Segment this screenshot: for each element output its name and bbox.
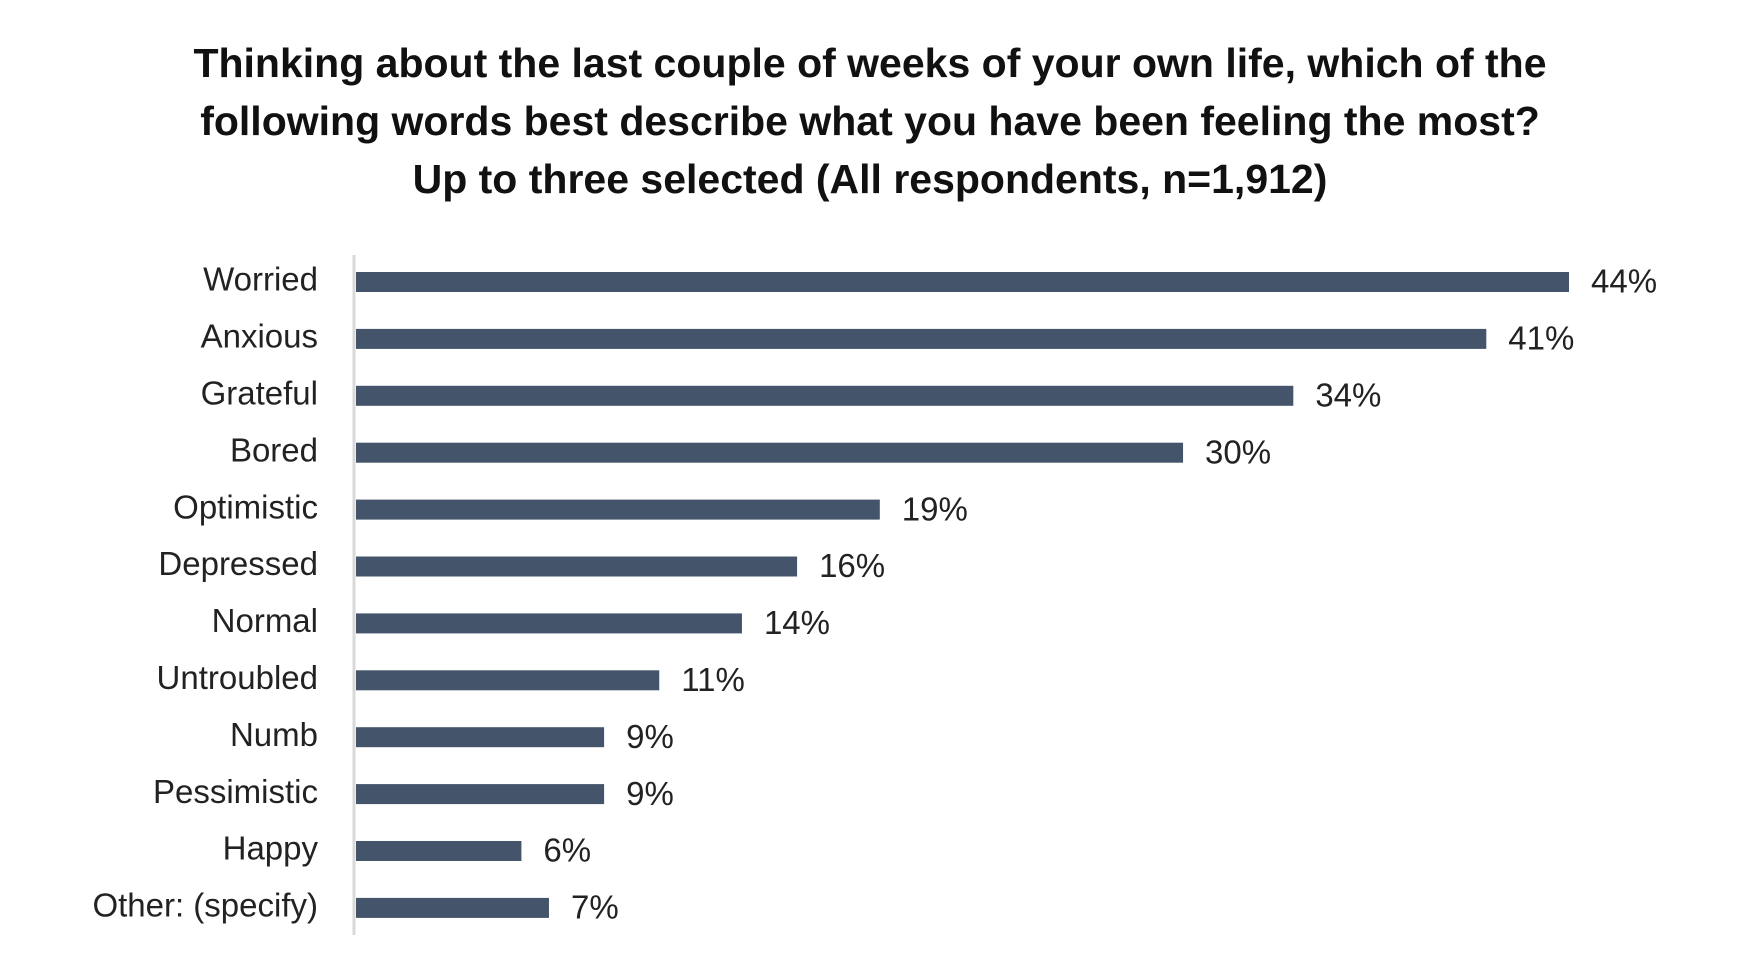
data-label: 14% (764, 604, 830, 641)
bar-pessimistic (356, 784, 605, 805)
data-label: 34% (1315, 377, 1381, 414)
bar-untroubled (356, 670, 660, 691)
category-label: Grateful (201, 375, 318, 412)
data-label: 9% (626, 718, 674, 755)
chart-title-line-2: following words best describe what you h… (200, 98, 1540, 144)
category-label: Untroubled (157, 659, 318, 696)
chart-title-line-3: Up to three selected (All respondents, n… (412, 156, 1328, 202)
data-label: 7% (571, 889, 619, 926)
data-label: 16% (819, 547, 885, 584)
bars-group: Worried 44% Anxious 41% Grateful 34% Bored 30% O… (92, 261, 1657, 926)
category-label: Numb (230, 716, 318, 753)
data-label: 41% (1508, 320, 1574, 357)
data-label: 30% (1205, 433, 1271, 470)
category-label: Happy (223, 830, 319, 867)
bar-happy (356, 841, 522, 861)
bar-depressed (356, 556, 798, 577)
chart-title-line-1: Thinking about the last couple of weeks … (193, 40, 1547, 86)
bar-grateful (356, 385, 1294, 406)
bar-optimistic (356, 499, 880, 520)
bar-anxious (356, 328, 1487, 349)
bar-numb (356, 727, 605, 748)
bar-worried (356, 272, 1569, 292)
data-label: 44% (1591, 263, 1657, 300)
data-label: 11% (681, 661, 745, 698)
bar-bored (356, 442, 1184, 463)
category-label: Optimistic (173, 488, 318, 525)
bar-other-specify (356, 897, 549, 918)
category-label: Bored (230, 431, 318, 468)
data-label: 19% (902, 490, 968, 527)
category-label: Anxious (201, 318, 318, 355)
data-label: 9% (626, 775, 674, 812)
category-label: Other: (specify) (92, 887, 318, 924)
category-label: Pessimistic (153, 773, 318, 810)
category-label: Depressed (158, 545, 318, 582)
data-label: 6% (543, 832, 591, 869)
chart-title: Thinking about the last couple of weeks … (0, 34, 1740, 208)
category-label: Worried (203, 261, 318, 298)
bar-normal (356, 613, 742, 634)
category-label: Normal (212, 602, 318, 639)
